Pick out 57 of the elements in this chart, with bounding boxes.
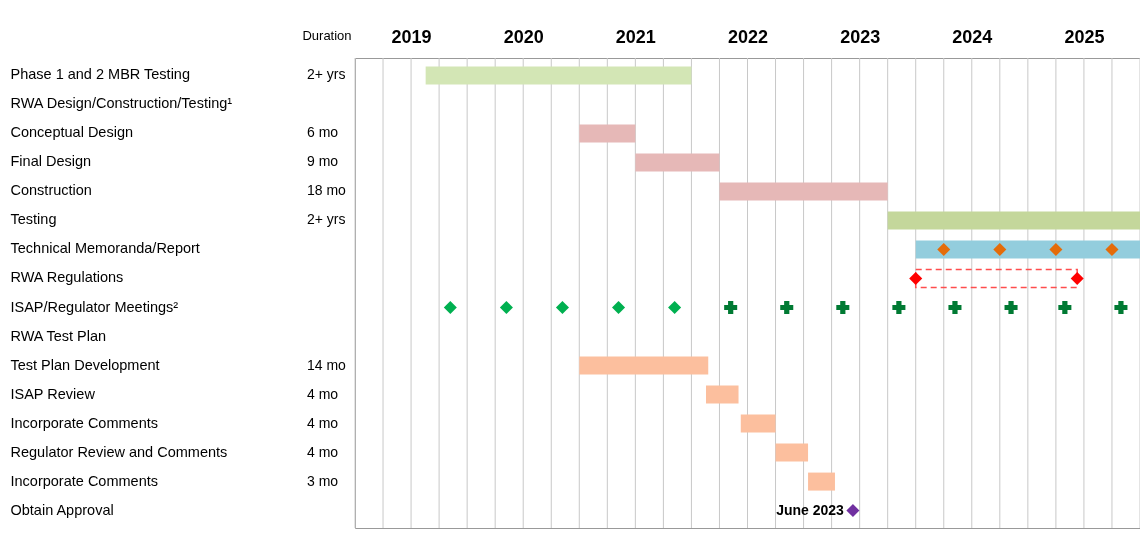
- x-tick-label: 2022: [727, 26, 769, 47]
- point: [1114, 300, 1128, 315]
- y2-tick-label: 2+ yrs: [307, 211, 346, 228]
- x-tick-label: 2020: [503, 26, 544, 47]
- bar: [719, 182, 888, 201]
- x-tick-label: 2025: [1064, 26, 1105, 47]
- y2-tick-label: 18 mo: [307, 182, 347, 199]
- bar: [740, 414, 776, 433]
- y2-tick-label: 4 mo: [307, 385, 339, 402]
- bar: [579, 356, 709, 375]
- bar: [915, 240, 1140, 259]
- bar: [914, 268, 1078, 289]
- y-tick-label: Conceptual Design: [10, 124, 134, 141]
- point: [846, 504, 860, 518]
- annotation: June 2023: [776, 501, 845, 518]
- y-tick-label: Phase 1 and 2 MBR Testing: [10, 66, 190, 83]
- y2-tick-label: 14 mo: [307, 356, 347, 373]
- y-tick-label: Incorporate Comments: [10, 414, 158, 431]
- bar: [635, 153, 720, 172]
- y-tick-label: RWA Regulations: [10, 269, 124, 286]
- y-tick-label: Test Plan Development: [10, 356, 160, 373]
- text: Duration: [302, 28, 352, 43]
- bar: [775, 443, 809, 462]
- y2-tick-label: 2+ yrs: [307, 66, 346, 83]
- y2-tick-label: 4 mo: [307, 443, 339, 460]
- point: [1058, 300, 1072, 315]
- x-tick-label: 2024: [952, 26, 993, 47]
- y-tick-label: Regulator Review and Comments: [10, 443, 228, 460]
- y-tick-label: Incorporate Comments: [10, 472, 158, 489]
- point: [668, 300, 682, 315]
- bar: [579, 124, 636, 143]
- y2-tick-label: 6 mo: [307, 124, 339, 141]
- y-tick-label: ISAP/Regulator Meetings²: [10, 298, 179, 315]
- point: [892, 300, 906, 315]
- x-tick-label: 2019: [391, 26, 432, 47]
- bar: [706, 385, 739, 404]
- x-tick-label: 2021: [615, 26, 656, 47]
- point: [724, 300, 738, 315]
- y2-tick-label: 4 mo: [307, 414, 339, 431]
- y-tick-label: Final Design: [10, 153, 92, 170]
- point: [948, 300, 962, 315]
- y-tick-label: ISAP Review: [10, 385, 96, 402]
- y-tick-label: Technical Memoranda/Report: [10, 240, 200, 257]
- y2-tick-label: 9 mo: [307, 153, 339, 170]
- x-tick-label: 2023: [840, 26, 881, 47]
- point: [780, 300, 794, 315]
- y-tick-label: Obtain Approval: [10, 501, 114, 518]
- bar: [808, 472, 835, 491]
- point: [1004, 300, 1018, 315]
- y-tick-label: Construction: [10, 182, 92, 199]
- y-tick-label: Testing: [10, 211, 57, 228]
- point: [836, 300, 850, 315]
- bar: [887, 211, 1140, 230]
- y-tick-label: RWA Design/Construction/Testing¹: [10, 95, 233, 112]
- bar: [425, 66, 692, 85]
- y2-tick-label: 3 mo: [307, 472, 339, 489]
- y-tick-label: RWA Test Plan: [10, 327, 107, 344]
